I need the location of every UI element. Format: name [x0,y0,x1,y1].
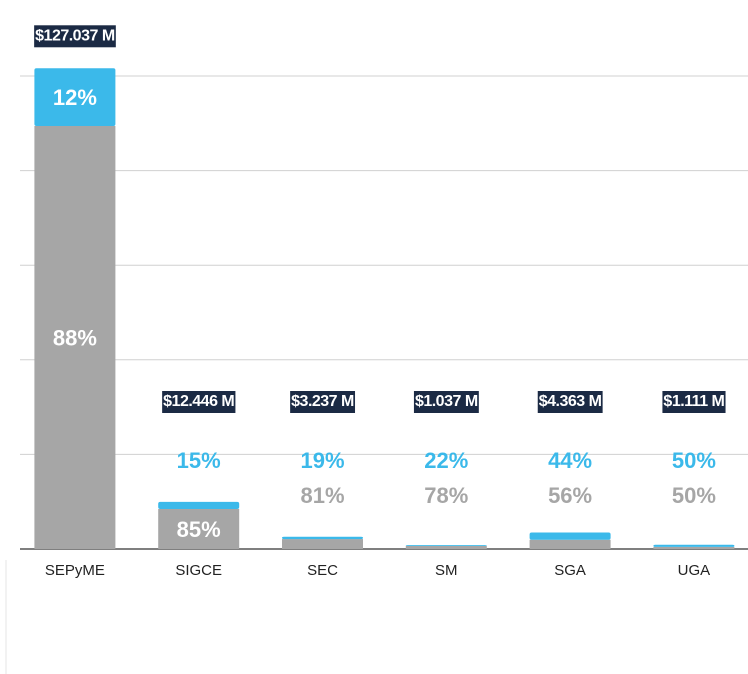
bar-segment [529,539,611,549]
total-label: $4.363 M [539,393,602,410]
total-label-bg [162,391,236,413]
x-tick-label: SEPyME [45,562,105,579]
segment-label: 81% [300,483,344,508]
total-label-bg [537,391,603,413]
bar-segment [282,539,363,549]
x-tick-label: SM [435,562,458,579]
bar-segment [158,508,240,549]
segment-label: 56% [548,483,592,508]
bar-segment [405,545,487,546]
bar-segment [34,68,116,126]
total-label-bg [290,391,356,413]
segment-label: 85% [177,517,221,542]
total-label: $1.111 M [663,393,724,410]
bar-segment [529,532,611,540]
bar-segment [405,545,487,549]
x-tick-label: SIGCE [175,562,222,579]
segment-label: 19% [300,448,344,473]
bar-segment [158,501,240,509]
segment-label: 12% [53,85,97,110]
total-label: $127.037 M [35,28,115,45]
bar-segment [653,544,735,547]
total-label: $1.037 M [415,393,478,410]
x-tick-label: SGA [554,562,586,579]
segment-label: 50% [672,448,716,473]
segment-label: 88% [53,325,97,350]
total-label-bg [34,25,116,48]
bar-segment [34,125,116,549]
bar-segment [282,536,363,540]
bar-segment [653,546,735,549]
total-label-bg [413,391,479,413]
total-label-bg [662,391,726,413]
segment-label: 22% [424,448,468,473]
segment-label: 44% [548,448,592,473]
segment-label: 50% [672,483,716,508]
x-tick-label: UGA [678,562,711,579]
segment-label: 15% [177,448,221,473]
total-label: $12.446 M [163,393,234,410]
total-label: $3.237 M [291,393,354,410]
x-tick-label: SEC [307,562,338,579]
segment-label: 78% [424,483,468,508]
